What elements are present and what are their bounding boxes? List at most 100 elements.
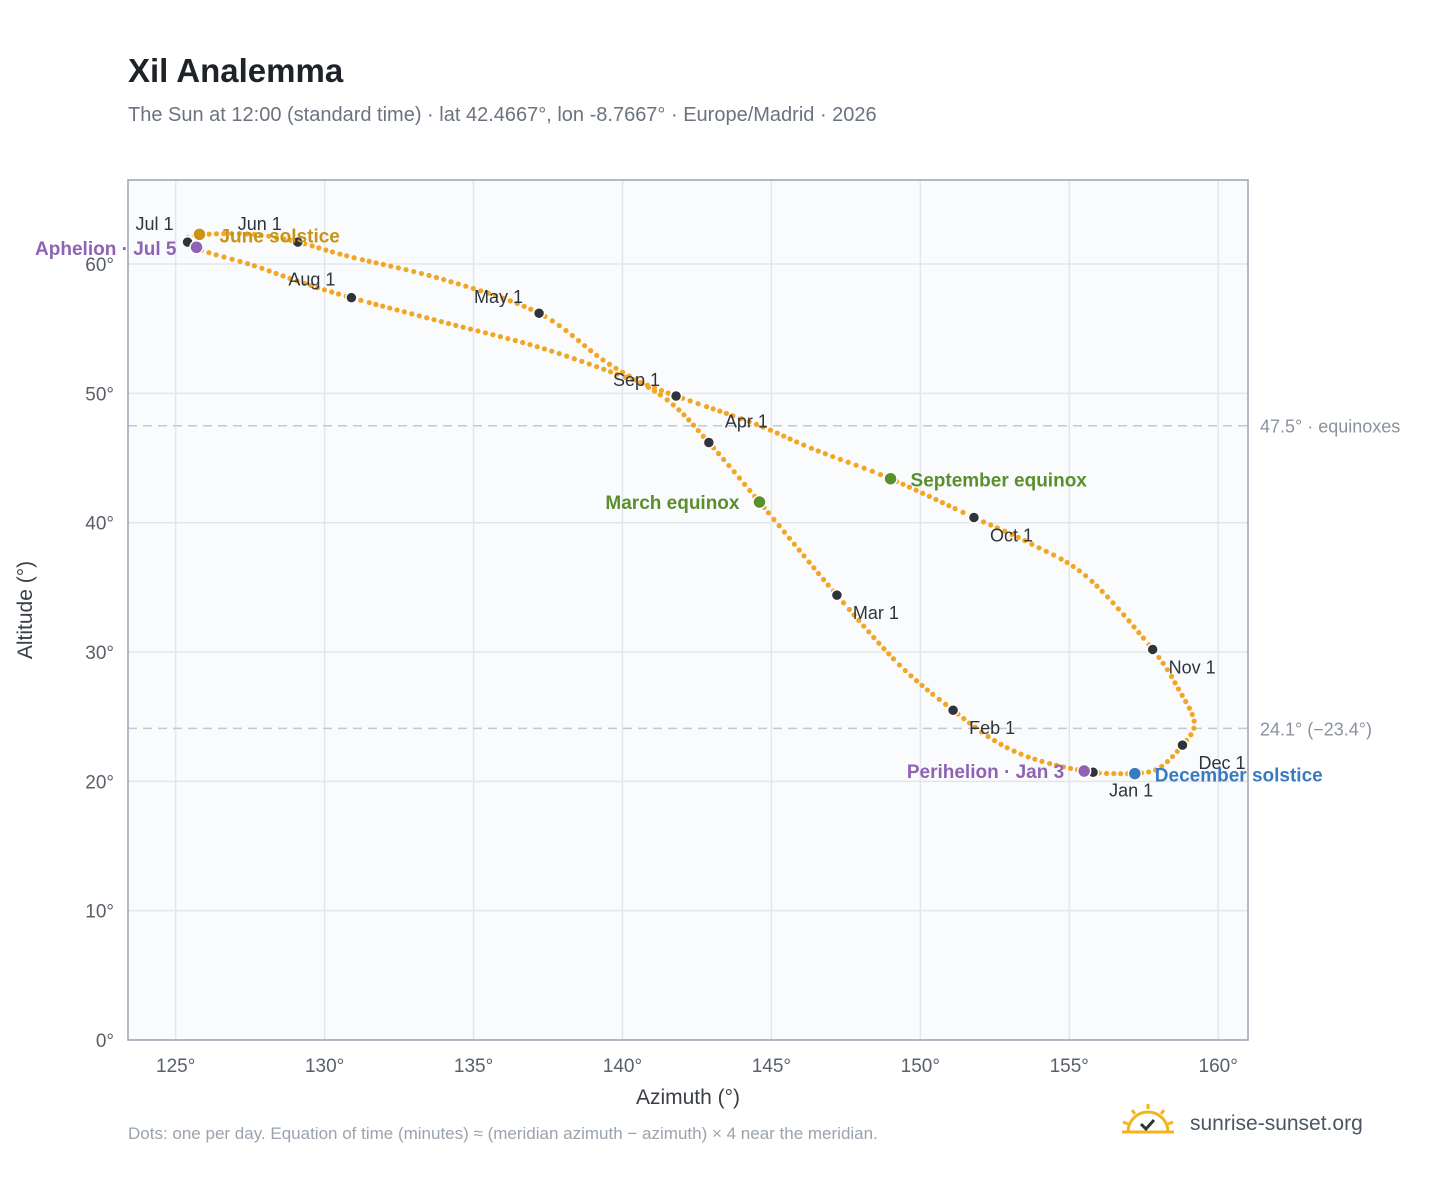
day-dot	[1140, 635, 1147, 641]
day-dot	[613, 365, 619, 371]
brand-name: sunrise-sunset.org	[1190, 1112, 1363, 1135]
x-axis-label: Azimuth (°)	[636, 1086, 740, 1109]
day-dot	[896, 662, 903, 668]
day-dot	[395, 265, 401, 271]
day-dot	[771, 516, 777, 522]
day-dot	[401, 309, 407, 315]
day-dot	[1179, 692, 1185, 698]
day-dot	[815, 448, 821, 454]
day-dot	[213, 231, 220, 237]
y-tick-label: 10°	[85, 902, 114, 923]
day-dot	[236, 231, 242, 237]
day-dot	[801, 553, 807, 559]
day-dot	[658, 387, 665, 394]
day-dot	[791, 541, 797, 547]
brand[interactable]: sunrise-sunset.org	[1120, 1102, 1390, 1146]
day-dot	[490, 332, 496, 338]
month-marker-label: Aug 1	[288, 270, 335, 290]
day-dot	[366, 258, 372, 264]
day-dot	[1089, 578, 1095, 584]
footnote: Dots: one per day. Equation of time (min…	[128, 1124, 878, 1143]
day-dot	[549, 348, 555, 354]
day-dot	[308, 282, 314, 289]
day-dot	[687, 398, 693, 404]
day-dot	[586, 361, 592, 367]
day-dot	[316, 245, 322, 251]
day-dot	[1058, 556, 1064, 562]
day-dot	[1146, 769, 1152, 775]
day-dot	[294, 278, 300, 284]
month-marker	[946, 703, 960, 717]
key-point-marker	[189, 239, 204, 255]
day-dot	[726, 462, 732, 469]
day-dot	[1011, 748, 1017, 754]
month-markers: Jan 1 Feb 1 Mar 1 Apr 1 May 1 Jun 1 Jul 1 Aug 1…	[136, 214, 1246, 800]
day-dot	[644, 382, 651, 388]
day-dot	[881, 645, 887, 652]
day-dot	[206, 231, 212, 237]
day-dot	[933, 496, 939, 503]
day-dot	[966, 720, 973, 726]
day-dot	[463, 283, 469, 289]
day-dot	[323, 247, 329, 253]
day-dot	[266, 233, 272, 239]
day-dot	[520, 339, 526, 346]
day-dot	[373, 260, 379, 266]
day-dot	[213, 252, 219, 258]
day-dot	[906, 484, 913, 490]
day-dot	[337, 251, 343, 257]
reference-line-label: 47.5° · equinoxes	[1260, 417, 1400, 437]
day-dot	[418, 270, 425, 277]
day-dot	[507, 298, 513, 304]
day-dot	[228, 230, 235, 237]
day-dot	[470, 285, 476, 292]
day-dot	[1175, 686, 1182, 692]
day-dot	[781, 529, 787, 535]
reference-lines: 47.5° · equinoxes 24.1° (−23.4°)	[128, 417, 1400, 739]
day-dot	[460, 324, 466, 330]
day-dot	[594, 364, 600, 370]
month-marker	[702, 436, 716, 449]
day-dot	[244, 231, 250, 237]
day-dot	[569, 332, 575, 339]
day-dot	[960, 509, 966, 515]
day-dot	[380, 261, 386, 268]
day-dot	[715, 450, 722, 457]
day-dot	[1136, 630, 1142, 636]
day-dot	[1002, 528, 1008, 534]
day-dot	[985, 733, 991, 740]
sun-icon	[1122, 1104, 1174, 1134]
day-dot	[493, 293, 499, 299]
day-dot	[913, 487, 919, 493]
y-axis-label: Altitude (°)	[14, 561, 37, 659]
day-dot	[1025, 754, 1031, 760]
day-dot	[820, 576, 827, 583]
day-dot	[731, 469, 737, 475]
day-dot	[815, 570, 822, 577]
day-dot	[1076, 568, 1082, 574]
month-marker-label: Sep 1	[613, 370, 660, 390]
day-dot	[994, 525, 1000, 531]
day-dot	[738, 416, 744, 422]
plot-frame	[127, 179, 1249, 1041]
day-dot	[1067, 765, 1074, 772]
y-tick-label: 30°	[85, 643, 114, 664]
day-dot	[445, 320, 452, 327]
day-dot	[670, 402, 676, 408]
day-dot	[619, 369, 626, 375]
day-dot	[301, 280, 307, 286]
day-dot	[497, 334, 503, 340]
day-dot	[1115, 606, 1121, 612]
day-dot	[676, 407, 682, 413]
day-dot	[866, 629, 872, 635]
day-dot	[902, 667, 908, 674]
day-dot	[1118, 771, 1124, 777]
day-dot	[930, 691, 936, 697]
day-dot	[943, 701, 949, 707]
x-tick-label: 135°	[454, 1056, 493, 1077]
day-dot	[961, 716, 967, 722]
day-dot	[851, 612, 857, 618]
day-dot	[1131, 624, 1137, 630]
day-dot	[1018, 751, 1024, 757]
day-dot	[767, 427, 774, 433]
